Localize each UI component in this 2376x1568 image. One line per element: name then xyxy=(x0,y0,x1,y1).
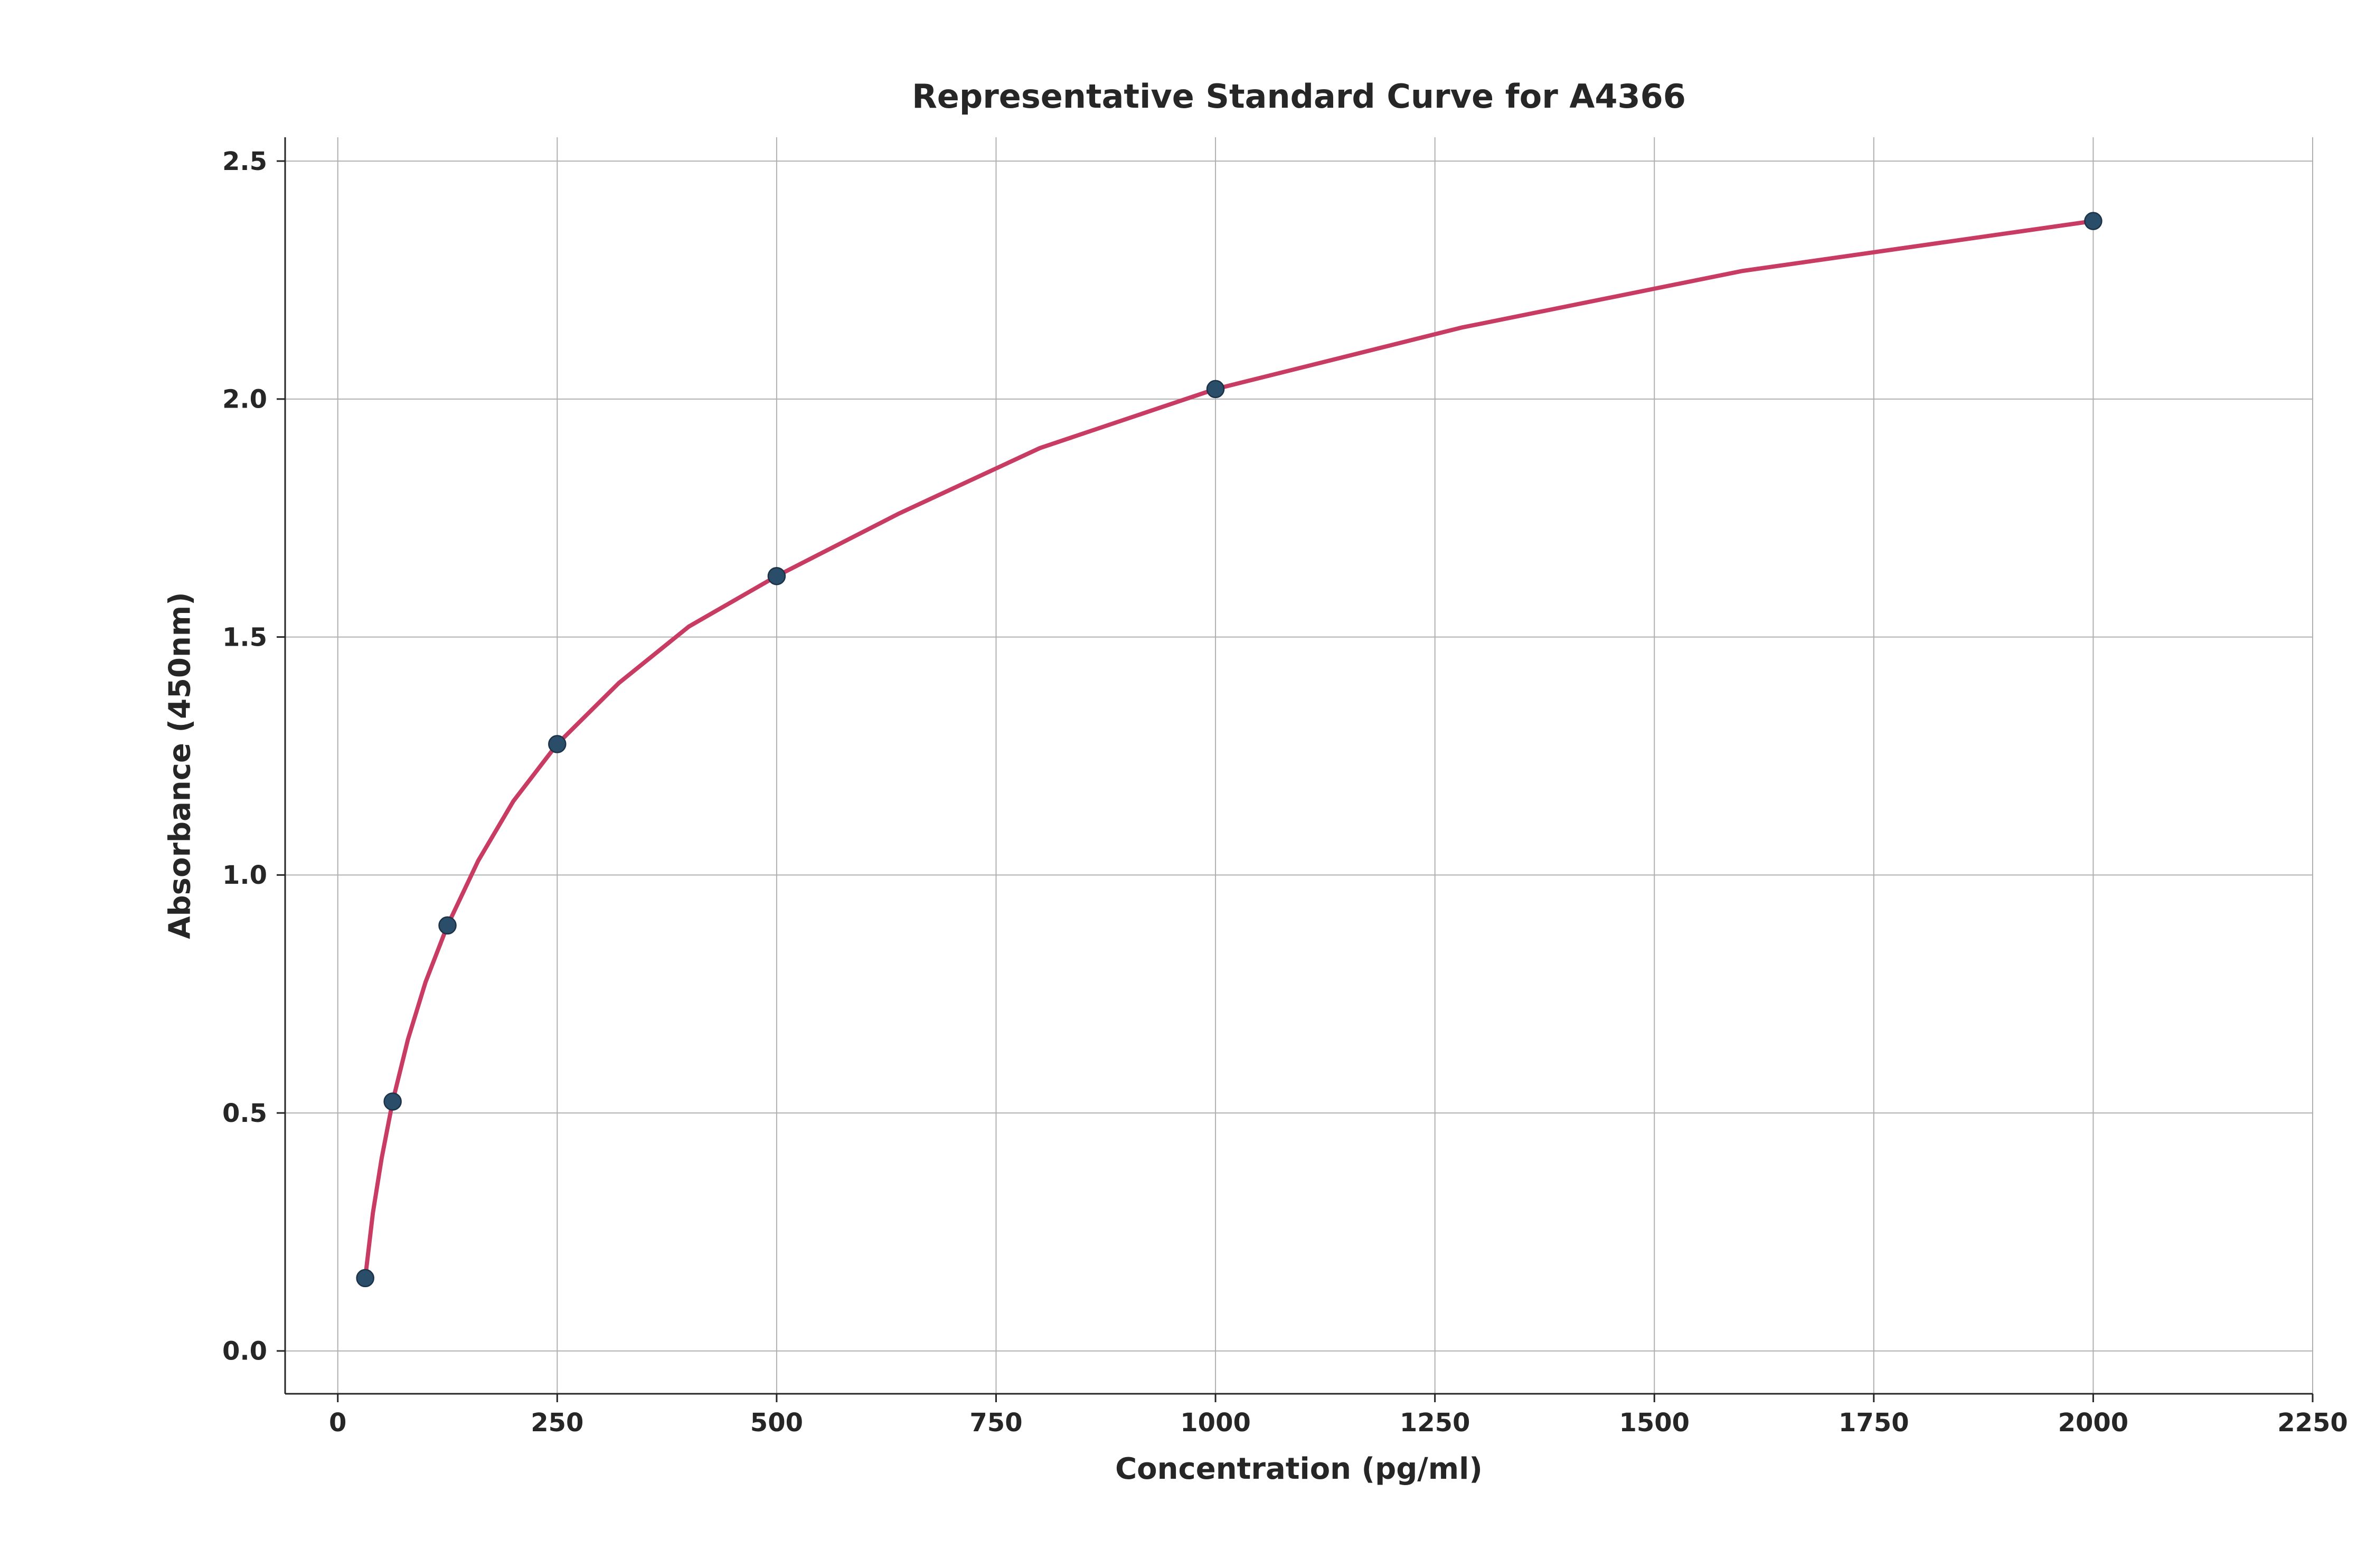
x-tick-label: 0 xyxy=(329,1408,346,1438)
chart-container: 0 250 500 750 1000 1250 1500 1750 2000 2250 0.0 0.5… xyxy=(0,0,2376,1568)
x-axis-label: Concentration (pg/ml) xyxy=(1115,1452,1483,1486)
standard-curve-chart: 0 250 500 750 1000 1250 1500 1750 2000 2250 0.0 0.5… xyxy=(0,0,2376,1568)
data-point xyxy=(549,735,565,752)
y-tick-label: 2.0 xyxy=(222,385,267,414)
chart-title: Representative Standard Curve for A4366 xyxy=(912,77,1686,116)
plot-bg xyxy=(285,137,2313,1394)
y-axis-label: Absorbance (450nm) xyxy=(163,592,197,939)
data-point xyxy=(2085,213,2101,230)
x-tick-label: 1750 xyxy=(1838,1408,1909,1438)
x-tick-label: 500 xyxy=(750,1408,803,1438)
y-tick-label: 1.0 xyxy=(222,861,267,890)
x-tick-label: 1250 xyxy=(1400,1408,1470,1438)
x-tick-label: 1000 xyxy=(1180,1408,1251,1438)
x-tick-label: 1500 xyxy=(1619,1408,1690,1438)
x-tick-label: 2250 xyxy=(2277,1408,2348,1438)
y-tick-label: 2.5 xyxy=(222,147,267,176)
y-tick-label: 1.5 xyxy=(222,622,267,652)
x-tick-label: 2000 xyxy=(2058,1408,2129,1438)
x-tick-label: 750 xyxy=(969,1408,1022,1438)
y-tick-label: 0.0 xyxy=(222,1337,267,1366)
x-tick-label: 250 xyxy=(531,1408,583,1438)
data-point xyxy=(768,568,785,584)
data-point xyxy=(1207,381,1224,398)
y-tick-label: 0.5 xyxy=(222,1099,267,1128)
data-point xyxy=(357,1270,374,1287)
data-point xyxy=(439,917,456,934)
data-point xyxy=(384,1093,401,1110)
